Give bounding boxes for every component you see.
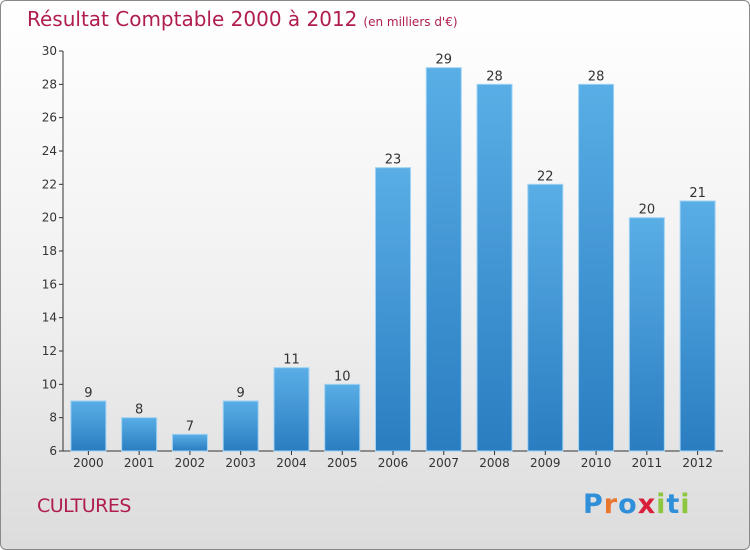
commune-name: CULTURES <box>37 495 131 517</box>
x-tick-label: 2005 <box>327 456 358 470</box>
x-tick-label: 2004 <box>276 456 307 470</box>
chart-title-unit: (en milliers d'€) <box>363 15 458 29</box>
bar <box>222 400 259 452</box>
bar-value-label: 23 <box>385 153 402 168</box>
y-tick-label: 14 <box>42 311 57 325</box>
bar <box>121 417 158 452</box>
logo-letter: i <box>680 489 691 520</box>
y-tick-label: 20 <box>42 211 57 225</box>
bar <box>679 200 716 452</box>
chart-title-main: Résultat Comptable 2000 à 2012 <box>27 7 358 31</box>
bar-value-label: 7 <box>186 419 194 434</box>
x-tick-label: 2010 <box>581 456 612 470</box>
logo-letter: P <box>583 489 604 520</box>
y-tick-label: 10 <box>42 377 57 391</box>
bar <box>527 183 564 452</box>
y-tick-label: 28 <box>42 77 57 91</box>
x-tick-label: 2011 <box>632 456 663 470</box>
x-tick-label: 2006 <box>378 456 409 470</box>
x-tick-label: 2009 <box>530 456 561 470</box>
x-tick-label: 2003 <box>225 456 256 470</box>
x-tick-label: 2012 <box>682 456 713 470</box>
bar <box>171 433 208 452</box>
bar <box>476 83 513 452</box>
logo-letter: r <box>603 489 619 520</box>
bar-value-label: 29 <box>435 53 452 68</box>
x-tick-label: 2001 <box>124 456 155 470</box>
y-tick-label: 26 <box>42 111 57 125</box>
y-tick-label: 30 <box>42 44 57 58</box>
y-tick-label: 22 <box>42 177 57 191</box>
y-tick-label: 16 <box>42 277 57 291</box>
logo-letter: i <box>656 489 667 520</box>
bar <box>628 217 665 452</box>
bar <box>70 400 107 452</box>
y-tick-label: 12 <box>42 344 57 358</box>
bar-value-label: 28 <box>486 69 503 84</box>
y-tick-label: 6 <box>49 444 57 458</box>
bar-value-label: 21 <box>689 186 706 201</box>
x-tick-label: 2008 <box>479 456 510 470</box>
logo-letter: t <box>666 489 681 520</box>
chart-title: Résultat Comptable 2000 à 2012 (en millie… <box>27 7 458 31</box>
bar-value-label: 9 <box>237 386 245 401</box>
bar-value-label: 28 <box>588 69 605 84</box>
y-tick-label: 8 <box>49 411 57 425</box>
proxiti-logo: Proxiti <box>583 489 691 520</box>
bar <box>425 67 462 452</box>
bar <box>273 367 310 452</box>
logo-letter: o <box>618 489 638 520</box>
bar <box>324 383 361 452</box>
y-tick-label: 18 <box>42 244 57 258</box>
x-tick-label: 2007 <box>428 456 459 470</box>
bar <box>375 167 411 452</box>
x-tick-label: 2002 <box>175 456 206 470</box>
logo-letter: x <box>637 489 657 520</box>
bar-value-label: 11 <box>283 353 300 368</box>
x-tick-label: 2000 <box>73 456 104 470</box>
bar-value-label: 20 <box>639 203 656 218</box>
bar-value-label: 22 <box>537 169 554 184</box>
y-tick-label: 24 <box>42 144 57 158</box>
bar-value-label: 9 <box>84 386 92 401</box>
bar <box>578 83 615 452</box>
bar-value-label: 10 <box>334 369 351 384</box>
bar-value-label: 8 <box>135 403 143 418</box>
